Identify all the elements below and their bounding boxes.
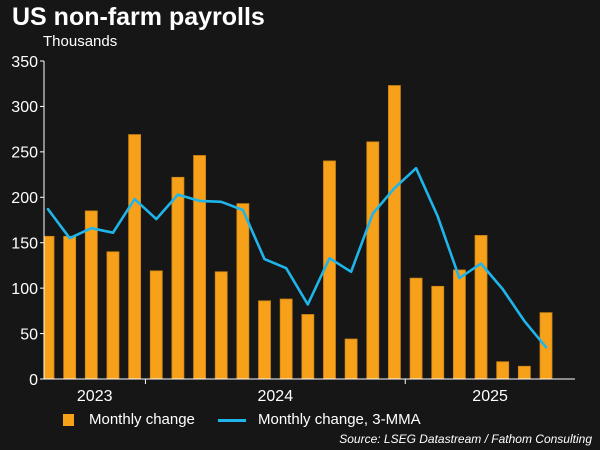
bar-2025-03	[452, 269, 466, 379]
chart-subtitle: Thousands	[43, 33, 118, 50]
y-tick-label: 100	[11, 281, 38, 298]
bar-2023-12	[128, 134, 142, 379]
x-tick-label: 2024	[258, 388, 294, 405]
bar-2024-07	[279, 298, 293, 379]
chart-axes: 0 50 100 150 200 250 300 350 2023 2024 2025	[11, 54, 575, 405]
bar-2025-01	[409, 277, 423, 379]
bar-2023-09	[63, 235, 77, 379]
line-3mma	[46, 166, 548, 349]
bar-2024-06	[258, 300, 271, 379]
legend-bar-swatch	[63, 414, 74, 426]
y-tick-label: 0	[29, 372, 38, 389]
chart-title: US non-farm payrolls	[12, 3, 265, 31]
bar-2024-04	[214, 271, 228, 379]
x-tick-label: 2023	[77, 388, 113, 405]
y-tick-label: 300	[11, 99, 38, 116]
bar-2025-06	[517, 365, 531, 379]
bar-2024-12	[388, 85, 401, 379]
y-tick-label: 350	[11, 54, 38, 71]
bar-2024-05	[236, 203, 250, 379]
y-tick-label: 250	[11, 145, 38, 162]
legend-label-3mma: Monthly change, 3-MMA	[258, 411, 421, 428]
bar-2025-05	[496, 361, 510, 379]
legend-label-monthly-change: Monthly change	[89, 411, 195, 428]
bar-2023-11	[106, 251, 120, 379]
bar-2024-10	[344, 338, 358, 379]
x-tick-label: 2025	[472, 388, 508, 405]
y-tick-label: 50	[20, 326, 38, 343]
bar-2024-08	[301, 314, 315, 379]
y-tick-label: 150	[11, 236, 38, 253]
bar-2024-03	[193, 155, 206, 379]
source-note: Source: LSEG Datastream / Fathom Consult…	[339, 432, 592, 446]
bar-2025-02	[431, 285, 445, 379]
bar-2024-11	[366, 141, 380, 379]
legend-line-swatch	[218, 419, 246, 422]
bar-2024-01	[149, 270, 163, 379]
chart-marks	[44, 85, 553, 379]
bar-2025-04	[474, 235, 488, 379]
y-tick-label: 200	[11, 190, 38, 207]
bar-2023-08	[44, 235, 55, 379]
bar-2024-02	[171, 176, 185, 379]
bar-2023-10	[84, 210, 98, 379]
